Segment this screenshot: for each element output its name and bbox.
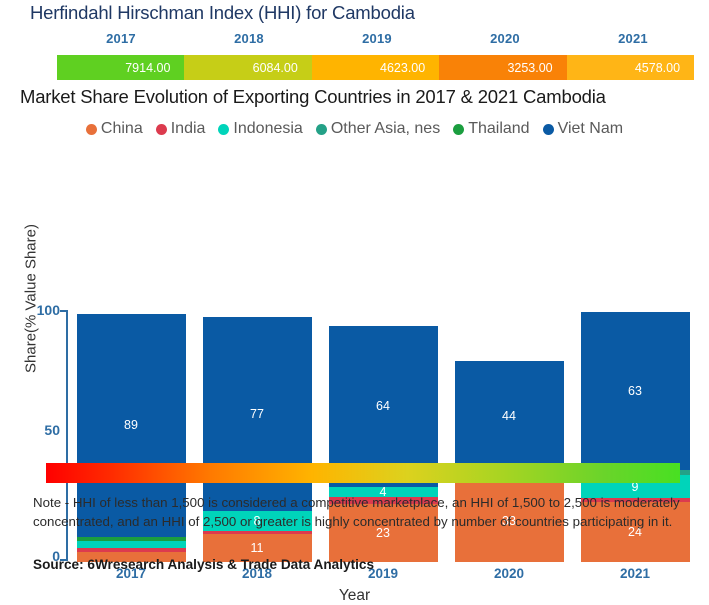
hhi-value-bar: 7914.00 6084.00 4623.00 3253.00 4578.00: [57, 55, 694, 80]
bar-segment-china[interactable]: 23: [328, 504, 438, 562]
bar-segment-china[interactable]: 33: [454, 479, 564, 562]
hhi-year-labels: 2017 2018 2019 2020 2021: [57, 31, 697, 46]
x-tick-2019: 2019: [367, 566, 399, 581]
legend-item-viet-nam[interactable]: Viet Nam: [542, 120, 624, 138]
chart-title: Market Share Evolution of Exporting Coun…: [20, 86, 606, 107]
y-axis-label: Share(% Value Share): [22, 224, 40, 373]
bar-segment-china[interactable]: 11: [202, 534, 312, 562]
legend-label: Viet Nam: [557, 120, 624, 137]
bar-segment-china[interactable]: [76, 551, 186, 562]
x-tick-2020: 2020: [493, 566, 525, 581]
hhi-year-2017: 2017: [106, 31, 136, 46]
stacked-bar-2017[interactable]: 89: [76, 313, 186, 562]
y-axis-cap-bottom: [60, 559, 68, 561]
y-tick-100: 100: [36, 302, 60, 318]
bar-segment-china[interactable]: 24: [580, 501, 690, 562]
x-tick-labels: 2017 2018 2019 2020 2021: [68, 566, 698, 581]
hhi-year-2020: 2020: [490, 31, 520, 46]
legend-label: China: [100, 120, 143, 137]
y-axis-cap-top: [60, 310, 68, 312]
hhi-value-2019: 4623.00: [311, 55, 440, 80]
hhi-value-2018: 6084.00: [184, 55, 312, 80]
x-tick-2021: 2021: [619, 566, 651, 581]
legend-item-thailand[interactable]: Thailand: [453, 120, 530, 138]
hhi-value-2020: 3253.00: [439, 55, 567, 80]
bar-segment-viet-nam[interactable]: 44: [454, 361, 564, 472]
y-axis-line: [66, 310, 68, 561]
legend-item-china[interactable]: China: [85, 120, 143, 138]
legend-swatch-icon: [155, 123, 167, 135]
y-tick-0: 0: [52, 548, 60, 564]
hhi-title: Herfindahl Hirschman Index (HHI) for Cam…: [30, 2, 415, 23]
bar-slot-2020: 33 44: [446, 310, 572, 562]
x-tick-2018: 2018: [241, 566, 273, 581]
hhi-value-2021: 4578.00: [566, 55, 694, 80]
bar-slot-2017: 89: [68, 310, 194, 562]
legend-item-other-asia-nes[interactable]: Other Asia, nes: [315, 120, 441, 138]
bar-segment-viet-nam[interactable]: 89: [76, 313, 186, 537]
chart-plot-area: Share(% Value Share) 100 50 0 89 11 8 77 23 4…: [0, 150, 709, 604]
bar-segment-india[interactable]: [76, 548, 186, 552]
y-tick-50: 50: [44, 422, 60, 438]
stacked-bars: 89 11 8 77 23 4 64 33 44 24 9 63: [68, 310, 698, 562]
hhi-year-2019: 2019: [362, 31, 392, 46]
hhi-gradient-scale: [46, 463, 680, 483]
legend-swatch-icon: [542, 123, 554, 135]
legend-swatch-icon: [315, 123, 327, 135]
x-axis-label: Year: [338, 587, 371, 604]
bar-segment-india[interactable]: [328, 496, 438, 505]
legend-label: Other Asia, nes: [330, 120, 441, 137]
bar-segment-indonesia[interactable]: [76, 540, 186, 549]
legend-swatch-icon: [85, 123, 97, 135]
bar-segment-india[interactable]: [202, 530, 312, 535]
bar-slot-2019: 23 4 64: [320, 310, 446, 562]
bar-segment-viet-nam[interactable]: 64: [328, 326, 438, 487]
footer-source: Source: 6Wresearch Analysis & Trade Data…: [33, 557, 374, 572]
x-tick-2017: 2017: [115, 566, 147, 581]
stacked-bar-2020[interactable]: 33 44: [454, 361, 564, 562]
hhi-year-2021: 2021: [618, 31, 648, 46]
bar-segment-indonesia[interactable]: 8: [202, 510, 312, 531]
legend-swatch-icon: [453, 123, 465, 135]
bar-segment-viet-nam[interactable]: 63: [580, 312, 690, 471]
stacked-bar-2019[interactable]: 23 4 64: [328, 326, 438, 562]
legend-swatch-icon: [218, 123, 230, 135]
bar-segment-thailand[interactable]: [76, 536, 186, 541]
legend-item-india[interactable]: India: [155, 120, 206, 138]
legend-label: Thailand: [468, 120, 530, 137]
legend-label: Indonesia: [233, 120, 303, 137]
bar-segment-indonesia[interactable]: 4: [328, 486, 438, 497]
chart-legend: China India Indonesia Other Asia, nes Thaila…: [0, 120, 709, 138]
bar-segment-india[interactable]: [580, 498, 690, 502]
legend-label: India: [170, 120, 206, 137]
hhi-value-2017: 7914.00: [57, 55, 185, 80]
footer-note: Note - HHI of less than 1,500 is conside…: [33, 495, 680, 529]
hhi-year-2018: 2018: [234, 31, 264, 46]
legend-item-indonesia[interactable]: Indonesia: [218, 120, 303, 138]
